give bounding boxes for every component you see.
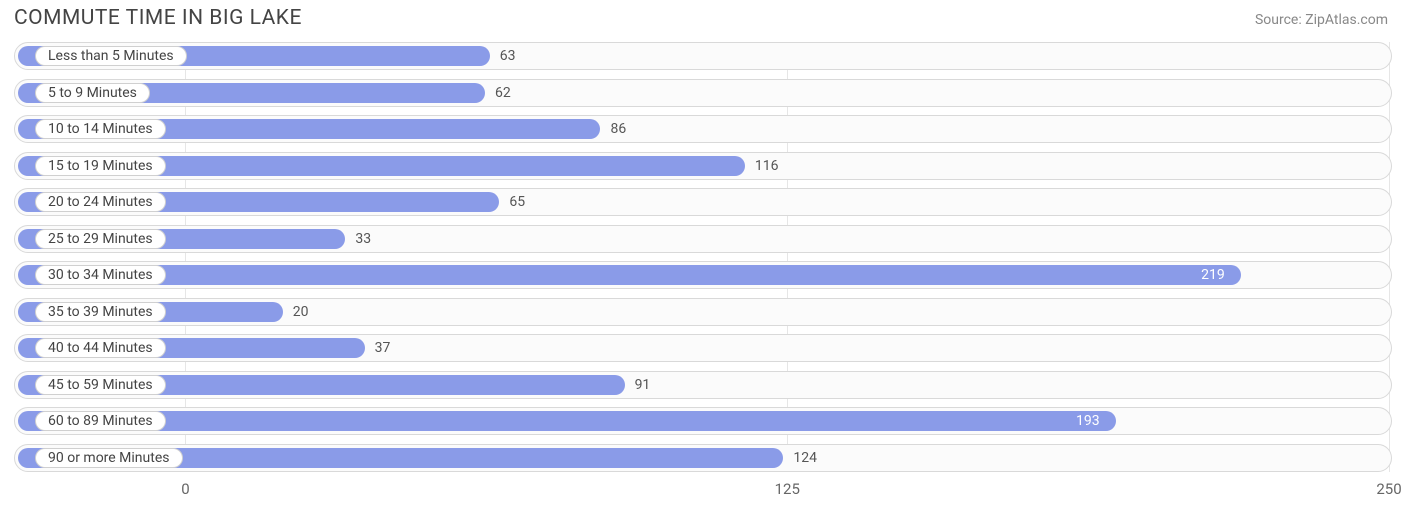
value-label: 219	[1201, 262, 1225, 288]
bar-row: 30 to 34 Minutes 219	[14, 261, 1392, 289]
value-label: 91	[635, 372, 651, 398]
value-label: 116	[755, 153, 779, 179]
category-label: Less than 5 Minutes	[35, 46, 187, 66]
category-label: 10 to 14 Minutes	[35, 119, 166, 139]
bar-row: Less than 5 Minutes 63	[14, 42, 1392, 70]
bar	[18, 265, 1241, 285]
x-axis-tick: 0	[181, 480, 189, 498]
bar-row: 35 to 39 Minutes 20	[14, 298, 1392, 326]
value-label: 86	[610, 116, 626, 142]
bar-row: 10 to 14 Minutes 86	[14, 115, 1392, 143]
bar-row: 25 to 29 Minutes 33	[14, 225, 1392, 253]
category-label: 15 to 19 Minutes	[35, 156, 166, 176]
x-axis-tick: 250	[1376, 480, 1401, 498]
category-label: 5 to 9 Minutes	[35, 83, 150, 103]
category-label: 20 to 24 Minutes	[35, 192, 166, 212]
value-label: 124	[793, 445, 817, 471]
value-label: 193	[1076, 408, 1100, 434]
category-label: 45 to 59 Minutes	[35, 375, 166, 395]
bar-row: 5 to 9 Minutes 62	[14, 79, 1392, 107]
gridline	[1389, 42, 1390, 472]
chart-source: Source: ZipAtlas.com	[1255, 12, 1388, 28]
value-label: 63	[500, 43, 516, 69]
chart-header: COMMUTE TIME IN BIG LAKE Source: ZipAtla…	[0, 0, 1406, 34]
x-axis-tick: 125	[775, 480, 800, 498]
category-label: 90 or more Minutes	[35, 448, 183, 468]
chart-title: COMMUTE TIME IN BIG LAKE	[14, 6, 302, 30]
category-label: 60 to 89 Minutes	[35, 411, 166, 431]
category-label: 25 to 29 Minutes	[35, 229, 166, 249]
bar-row: 40 to 44 Minutes 37	[14, 334, 1392, 362]
value-label: 33	[355, 226, 371, 252]
value-label: 37	[375, 335, 391, 361]
value-label: 62	[495, 80, 511, 106]
category-label: 35 to 39 Minutes	[35, 302, 166, 322]
bar	[18, 411, 1116, 431]
chart-plot: Less than 5 Minutes 63 5 to 9 Minutes 62 10 …	[14, 42, 1392, 472]
x-axis: 0125250	[14, 480, 1392, 504]
bar-row: 45 to 59 Minutes 91	[14, 371, 1392, 399]
category-label: 40 to 44 Minutes	[35, 338, 166, 358]
bar-row: 20 to 24 Minutes 65	[14, 188, 1392, 216]
bar-row: 90 or more Minutes 124	[14, 444, 1392, 472]
value-label: 65	[509, 189, 525, 215]
chart-area: Less than 5 Minutes 63 5 to 9 Minutes 62 10 …	[0, 34, 1406, 472]
value-label: 20	[293, 299, 309, 325]
bar-row: 60 to 89 Minutes 193	[14, 407, 1392, 435]
category-label: 30 to 34 Minutes	[35, 265, 166, 285]
bar-row: 15 to 19 Minutes 116	[14, 152, 1392, 180]
